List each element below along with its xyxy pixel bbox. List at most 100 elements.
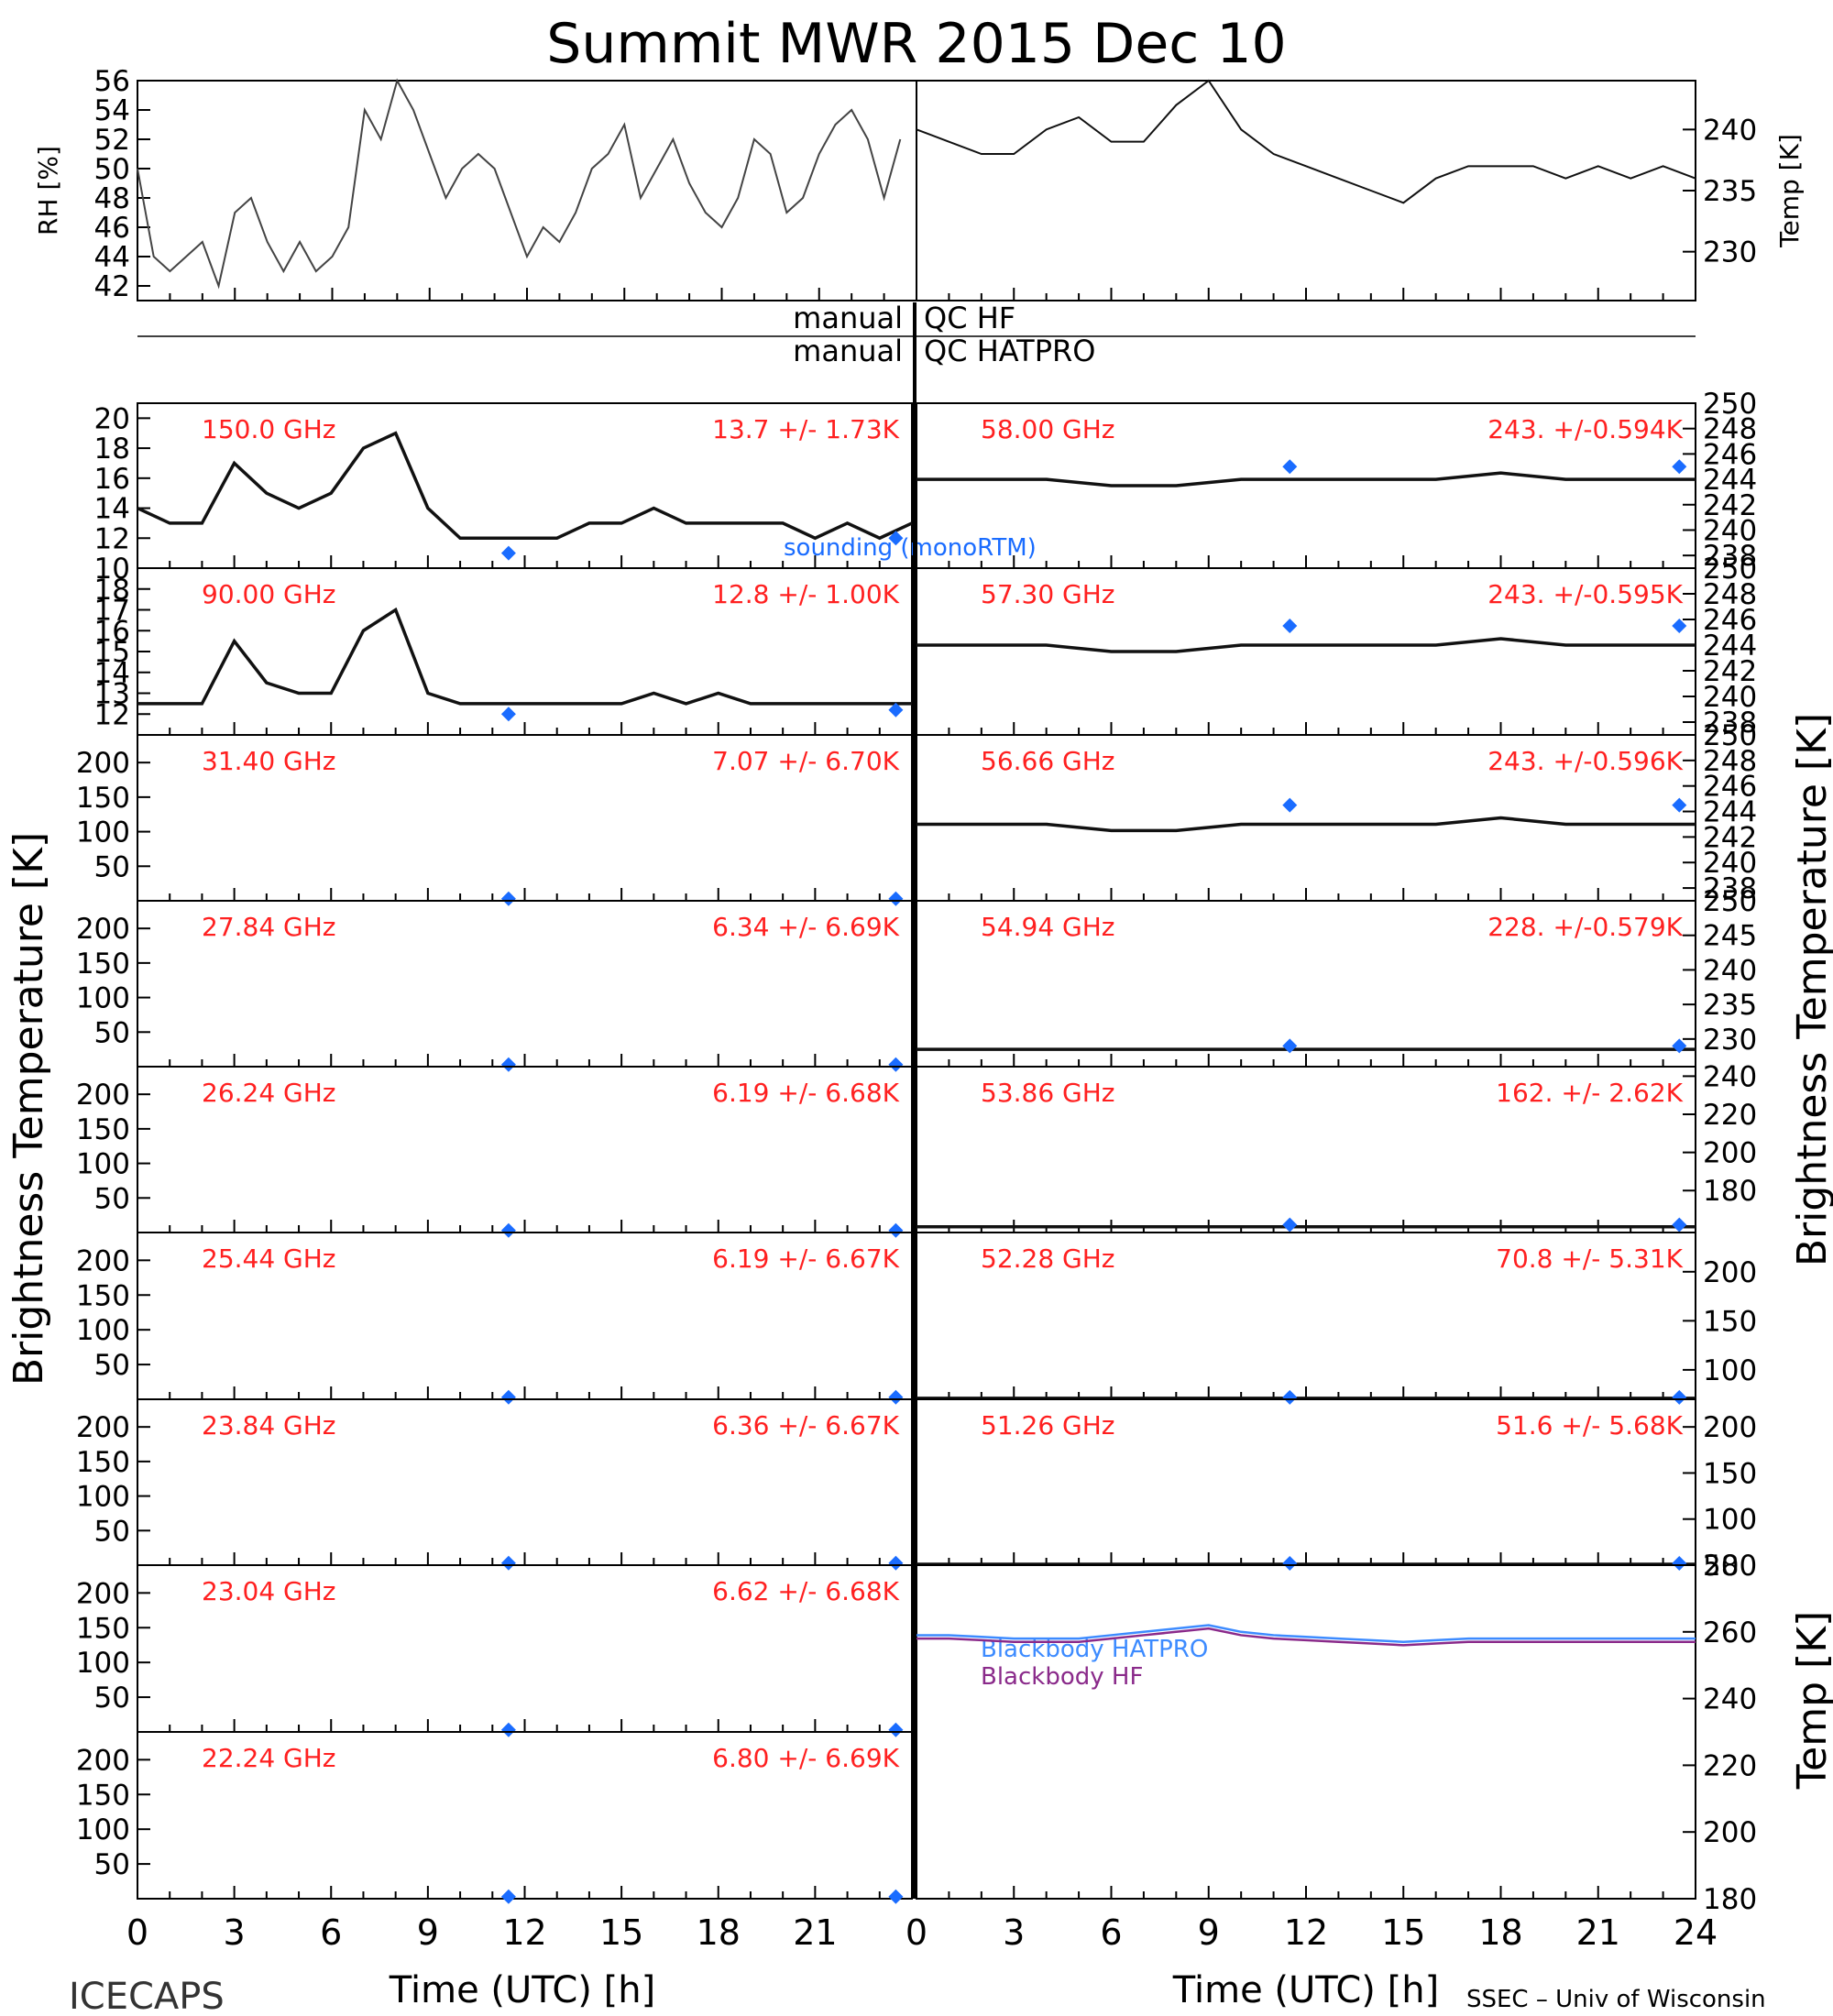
y-tick-label: 50 [1703,1550,1739,1583]
channel-stats: 243. +/-0.595K [1487,579,1683,609]
sounding-marker [500,1222,516,1238]
y-tick-label: 42 [94,270,130,303]
y-tick-label: 17 [94,595,130,628]
panel-53-86-GHz: 180 200 220 240 53.86 GHz 162. +/- 2.62K [916,1060,1757,1233]
y-tick-label: 200 [76,747,130,780]
channel-stats: 51.6 +/- 5.68K [1496,1410,1683,1441]
y-tick-label: 16 [94,615,130,648]
x-tick-label: 15 [1381,1912,1425,1953]
y-tick-label: 238 [1703,707,1757,740]
channel-stats: 6.62 +/- 6.68K [712,1576,899,1606]
channel-stats: 70.8 +/- 5.31K [1496,1244,1683,1274]
series-line [916,816,1696,833]
sounding-marker [500,1389,516,1405]
channel-label: 51.26 GHz [981,1410,1115,1441]
y-tick-label: 240 [1703,1060,1757,1093]
channel-label: 25.44 GHz [202,1244,336,1274]
y-tick-label: 244 [1703,464,1757,497]
series-line [137,431,913,541]
y-tick-label: 238 [1703,872,1757,905]
channel-label: 150.0 GHz [202,414,336,444]
series-line [916,637,1696,653]
y-tick-label: 16 [94,463,130,496]
y-tick-label: 240 [1703,114,1757,147]
y-tick-label: 240 [1703,847,1757,880]
sounding-marker [1282,1389,1298,1405]
sounding-marker [888,1889,904,1904]
y-tick-label: 245 [1703,920,1757,953]
channel-label: 31.40 GHz [202,746,336,776]
y-tick-label: 14 [94,493,130,526]
qc-hatpro-manual: manual [793,334,903,368]
y-tick-label: 248 [1703,578,1757,611]
sounding-marker [1672,619,1687,633]
sounding-marker [1672,1038,1687,1054]
y-tick-label: 242 [1703,489,1757,522]
xlabel-right: Time (UTC) [h] [1172,1969,1439,2011]
y-tick-label: 200 [76,1411,130,1444]
sounding-marker [500,891,516,906]
channel-stats: 162. +/- 2.62K [1496,1078,1683,1108]
y-tick-label: 100 [76,1148,130,1181]
sounding-marker [888,1722,904,1737]
sounding-marker [1672,459,1687,475]
x-tick-label: 15 [599,1912,643,1953]
y-tick-label: 246 [1703,604,1757,637]
channel-stats: 6.80 +/- 6.69K [712,1743,899,1773]
x-tick-label: 0 [126,1912,148,1953]
y-tick-label: 15 [94,636,130,669]
y-tick-label: 230 [1703,236,1757,269]
y-tick-label: 250 [1703,885,1757,918]
y-tick-label: 240 [1703,514,1757,547]
series-line [137,607,912,706]
y-tick-label: 100 [76,1481,130,1514]
y-tick-label: 242 [1703,655,1757,688]
x-tick-label: 18 [697,1912,741,1953]
channel-stats: 12.8 +/- 1.00K [712,579,899,609]
y-tick-label: 240 [1703,681,1757,714]
y-tick-label: 244 [1703,796,1757,829]
blackbody-legend-label: Blackbody HF [981,1663,1143,1691]
channel-label: 27.84 GHz [202,912,336,942]
channel-stats: 6.34 +/- 6.69K [712,912,899,942]
y-tick-label: 240 [1703,954,1757,987]
y-tick-label: 150 [76,1779,130,1812]
x-tick-label: 6 [320,1912,342,1953]
sounding-marker [1672,1555,1687,1571]
channel-label: 22.24 GHz [202,1743,336,1773]
y-tick-label: 200 [76,1744,130,1777]
y-tick-label: 52 [94,124,130,157]
y-tick-label: 100 [76,816,130,849]
x-axes: 0 3 6 9 12 15 18 21 0 3 6 9 12 15 18 21 24 [126,1912,1718,1953]
panel-frame [916,1564,1696,1900]
qc-hf-label: QC HF [924,301,1015,335]
y-tick-label: 260 [1703,1616,1757,1649]
sounding-marker [500,545,516,561]
y-tick-label: 18 [94,433,130,466]
y-tick-label: 50 [94,850,130,883]
panel-51-26-GHz: 50 100 150 200 51.26 GHz 51.6 +/- 5.68K [916,1398,1757,1583]
y-tick-label: 180 [1703,1883,1757,1916]
y-tick-label: 150 [76,782,130,815]
blackbody-line [916,1624,1696,1643]
x-tick-label: 3 [224,1912,246,1953]
y-tick-label: 250 [1703,719,1757,752]
y-tick-label: 235 [1703,175,1757,208]
sounding-marker [1282,619,1298,633]
y-tick-label: 54 [94,94,130,127]
channel-stats: 7.07 +/- 6.70K [712,746,899,776]
sounding-marker [888,1555,904,1571]
y-tick-label: 242 [1703,821,1757,854]
x-tick-label: 12 [502,1912,546,1953]
y-tick-label: 50 [94,1349,130,1382]
x-tick-label: 0 [906,1912,927,1953]
y-tick-label: 44 [94,241,130,274]
sounding-annotation: sounding (monoRTM) [784,534,1037,562]
y-tick-label: 220 [1703,1099,1757,1132]
